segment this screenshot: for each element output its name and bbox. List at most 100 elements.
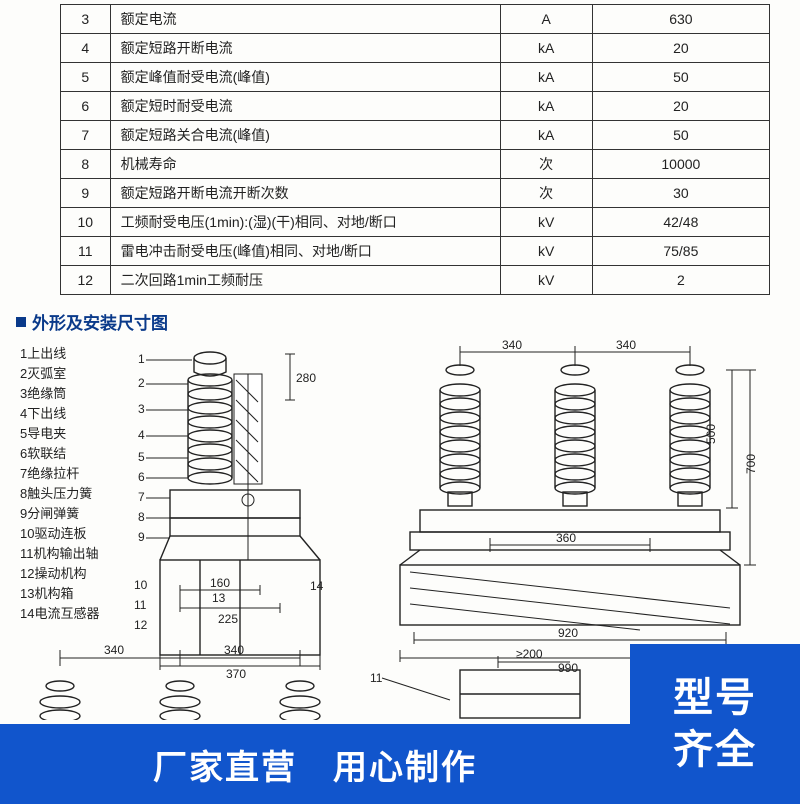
badge-text: 型号	[673, 672, 757, 724]
table-row: 12 二次回路1min工频耐压 kV 2	[61, 266, 770, 295]
spec-table-body: 3 额定电流 A 630 4 额定短路开断电流 kA 20 5 额定峰值耐受电流…	[61, 5, 770, 295]
cell-idx: 11	[61, 237, 111, 266]
leader: 6	[138, 470, 145, 484]
parts-legend: 1上出线 2灭弧室 3绝缘筒 4下出线 5导电夹 6软联结 7绝缘拉杆 8触头压…	[20, 344, 99, 624]
leader: 1	[138, 352, 145, 366]
bullet-icon	[16, 317, 26, 327]
cell-name: 雷电冲击耐受电压(峰值)相同、对地/断口	[110, 237, 500, 266]
table-row: 8 机械寿命 次 10000	[61, 150, 770, 179]
spec-table-wrap: 3 额定电流 A 630 4 额定短路开断电流 kA 20 5 额定峰值耐受电流…	[60, 4, 770, 295]
leader-11: 11	[370, 671, 383, 685]
dim-700: 700	[744, 454, 758, 474]
cell-name: 额定短路关合电流(峰值)	[110, 121, 500, 150]
cell-val: 30	[592, 179, 769, 208]
dim-14: 14	[310, 579, 324, 593]
cell-unit: kV	[500, 266, 592, 295]
badge-models-complete: 型号 齐全	[630, 644, 800, 804]
badge-text: 用心制作	[333, 740, 477, 789]
dim-920: 920	[558, 626, 578, 640]
table-row: 11 雷电冲击耐受电压(峰值)相同、对地/断口 kV 75/85	[61, 237, 770, 266]
legend-item: 6软联结	[20, 444, 99, 464]
cell-name: 额定短路开断电流	[110, 34, 500, 63]
cell-name: 额定电流	[110, 5, 500, 34]
cell-unit: kV	[500, 237, 592, 266]
legend-item: 12操动机构	[20, 564, 99, 584]
cell-val: 20	[592, 34, 769, 63]
dim-340: 340	[104, 643, 124, 657]
side-elevation: 280 160 13 225 370 14	[140, 340, 350, 680]
dim-340: 340	[224, 643, 244, 657]
cell-val: 10000	[592, 150, 769, 179]
legend-item: 3绝缘筒	[20, 384, 99, 404]
cell-val: 50	[592, 63, 769, 92]
leader: 3	[138, 402, 145, 416]
cell-idx: 4	[61, 34, 111, 63]
legend-item: 7绝缘拉杆	[20, 464, 99, 484]
table-row: 4 额定短路开断电流 kA 20	[61, 34, 770, 63]
cell-idx: 7	[61, 121, 111, 150]
legend-item: 2灭弧室	[20, 364, 99, 384]
cell-name: 额定短路开断电流开断次数	[110, 179, 500, 208]
leader: 8	[138, 510, 145, 524]
bottom-diagram-fragment: 340 340 11 ≥200	[30, 640, 590, 720]
cell-unit: kA	[500, 121, 592, 150]
leader: 11	[134, 598, 146, 612]
dim-340: 340	[616, 340, 636, 352]
cell-val: 20	[592, 92, 769, 121]
table-row: 3 额定电流 A 630	[61, 5, 770, 34]
table-row: 9 额定短路开断电流开断次数 次 30	[61, 179, 770, 208]
table-row: 6 额定短时耐受电流 kA 20	[61, 92, 770, 121]
cell-val: 2	[592, 266, 769, 295]
leader: 12	[134, 618, 147, 632]
front-elevation: 340 340 500 700 360	[380, 340, 760, 680]
legend-item: 11机构输出轴	[20, 544, 99, 564]
dim-ge200: ≥200	[516, 647, 543, 661]
legend-item: 13机构箱	[20, 584, 99, 604]
cell-name: 机械寿命	[110, 150, 500, 179]
legend-item: 14电流互感器	[20, 604, 99, 624]
section-title-text: 外形及安装尺寸图	[32, 309, 168, 334]
leader: 10	[134, 578, 147, 592]
legend-item: 10驱动连板	[20, 524, 99, 544]
legend-item: 1上出线	[20, 344, 99, 364]
table-row: 10 工频耐受电压(1min):(湿)(干)相同、对地/断口 kV 42/48	[61, 208, 770, 237]
dim-13: 13	[212, 591, 226, 605]
cell-idx: 5	[61, 63, 111, 92]
cell-val: 42/48	[592, 208, 769, 237]
dim-160: 160	[210, 576, 230, 590]
cell-idx: 12	[61, 266, 111, 295]
cell-name: 额定短时耐受电流	[110, 92, 500, 121]
cell-idx: 9	[61, 179, 111, 208]
leader: 9	[138, 530, 145, 544]
cell-idx: 6	[61, 92, 111, 121]
cell-idx: 3	[61, 5, 111, 34]
cell-val: 50	[592, 121, 769, 150]
badge-text: 厂家直营	[153, 740, 297, 789]
dim-500: 500	[704, 424, 718, 444]
cell-unit: A	[500, 5, 592, 34]
cell-name: 二次回路1min工频耐压	[110, 266, 500, 295]
badge-factory-direct: 厂家直营 用心制作	[0, 724, 630, 804]
leader: 7	[138, 490, 145, 504]
cell-unit: kV	[500, 208, 592, 237]
badge-text: 齐全	[673, 724, 757, 776]
legend-item: 5导电夹	[20, 424, 99, 444]
table-row: 7 额定短路关合电流(峰值) kA 50	[61, 121, 770, 150]
cell-idx: 10	[61, 208, 111, 237]
cell-unit: 次	[500, 150, 592, 179]
legend-item: 4下出线	[20, 404, 99, 424]
cell-unit: kA	[500, 63, 592, 92]
legend-item: 8触头压力簧	[20, 484, 99, 504]
cell-unit: 次	[500, 179, 592, 208]
cell-unit: kA	[500, 34, 592, 63]
dim-280: 280	[296, 371, 316, 385]
spec-table: 3 额定电流 A 630 4 额定短路开断电流 kA 20 5 额定峰值耐受电流…	[60, 4, 770, 295]
dim-360: 360	[556, 531, 576, 545]
legend-item: 9分闸弹簧	[20, 504, 99, 524]
leader: 5	[138, 450, 145, 464]
leader: 2	[138, 376, 145, 390]
section-title: 外形及安装尺寸图	[16, 309, 800, 334]
cell-idx: 8	[61, 150, 111, 179]
cell-name: 工频耐受电压(1min):(湿)(干)相同、对地/断口	[110, 208, 500, 237]
table-row: 5 额定峰值耐受电流(峰值) kA 50	[61, 63, 770, 92]
